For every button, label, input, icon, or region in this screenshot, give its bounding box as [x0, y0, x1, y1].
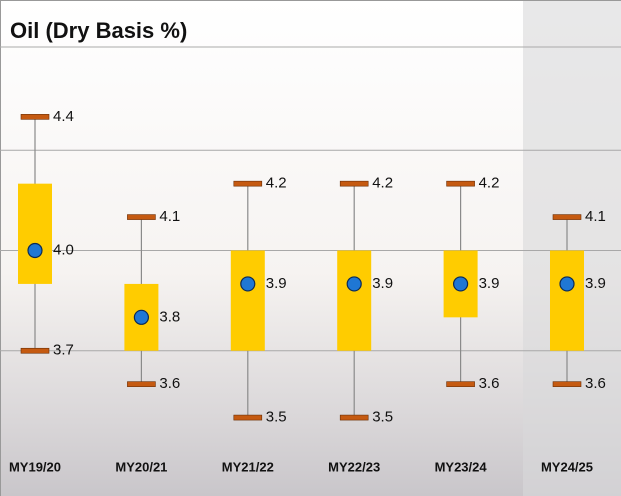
mean-label: 3.9 — [585, 275, 606, 292]
cap-max — [552, 214, 582, 220]
mean-label: 3.9 — [372, 275, 393, 292]
cap-min — [446, 381, 475, 387]
cap-min — [339, 414, 369, 421]
cap-label: 4.1 — [159, 208, 180, 225]
cap-label: 3.5 — [266, 409, 287, 426]
cap-min — [552, 381, 582, 387]
mean-dot — [559, 276, 575, 292]
mean-label: 3.9 — [266, 275, 287, 292]
x-tick-label: MY23/24 — [435, 459, 488, 474]
cap-label: 4.2 — [479, 175, 500, 192]
x-tick-label: MY19/20 — [9, 459, 61, 474]
mean-label: 3.9 — [479, 275, 500, 292]
x-tick-label: MY24/25 — [541, 459, 593, 474]
cap-max — [446, 180, 475, 187]
cap-label: 4.4 — [53, 108, 74, 125]
mean-dot — [240, 276, 256, 292]
cap-min — [127, 381, 156, 387]
box — [230, 250, 265, 351]
cap-max — [339, 180, 369, 187]
box — [550, 250, 584, 351]
mean-dot — [346, 276, 362, 292]
cap-label: 4.2 — [372, 175, 393, 192]
cap-min — [20, 347, 50, 354]
cap-max — [127, 214, 156, 220]
box — [337, 250, 372, 351]
cap-label: 3.6 — [479, 375, 500, 392]
chart-title: Oil (Dry Basis %) — [10, 18, 187, 43]
x-tick-label: MY20/21 — [115, 459, 167, 474]
mean-label: 4.0 — [53, 241, 74, 258]
mean-dot — [27, 242, 43, 259]
mean-dot — [453, 276, 469, 292]
mean-label: 3.8 — [159, 308, 180, 325]
cap-label: 4.1 — [585, 208, 606, 225]
cap-label: 3.5 — [372, 409, 393, 426]
cap-label: 3.7 — [53, 342, 74, 359]
x-tick-label: MY21/22 — [222, 459, 274, 474]
cap-label: 3.6 — [585, 375, 606, 392]
mean-dot — [133, 309, 149, 325]
cap-label: 3.6 — [159, 375, 180, 392]
side-panel — [523, 0, 621, 496]
cap-min — [233, 414, 263, 421]
cap-label: 4.2 — [266, 175, 287, 192]
cap-max — [233, 180, 263, 187]
cap-max — [20, 114, 50, 120]
box — [18, 183, 52, 284]
x-tick-label: MY22/23 — [328, 459, 380, 474]
